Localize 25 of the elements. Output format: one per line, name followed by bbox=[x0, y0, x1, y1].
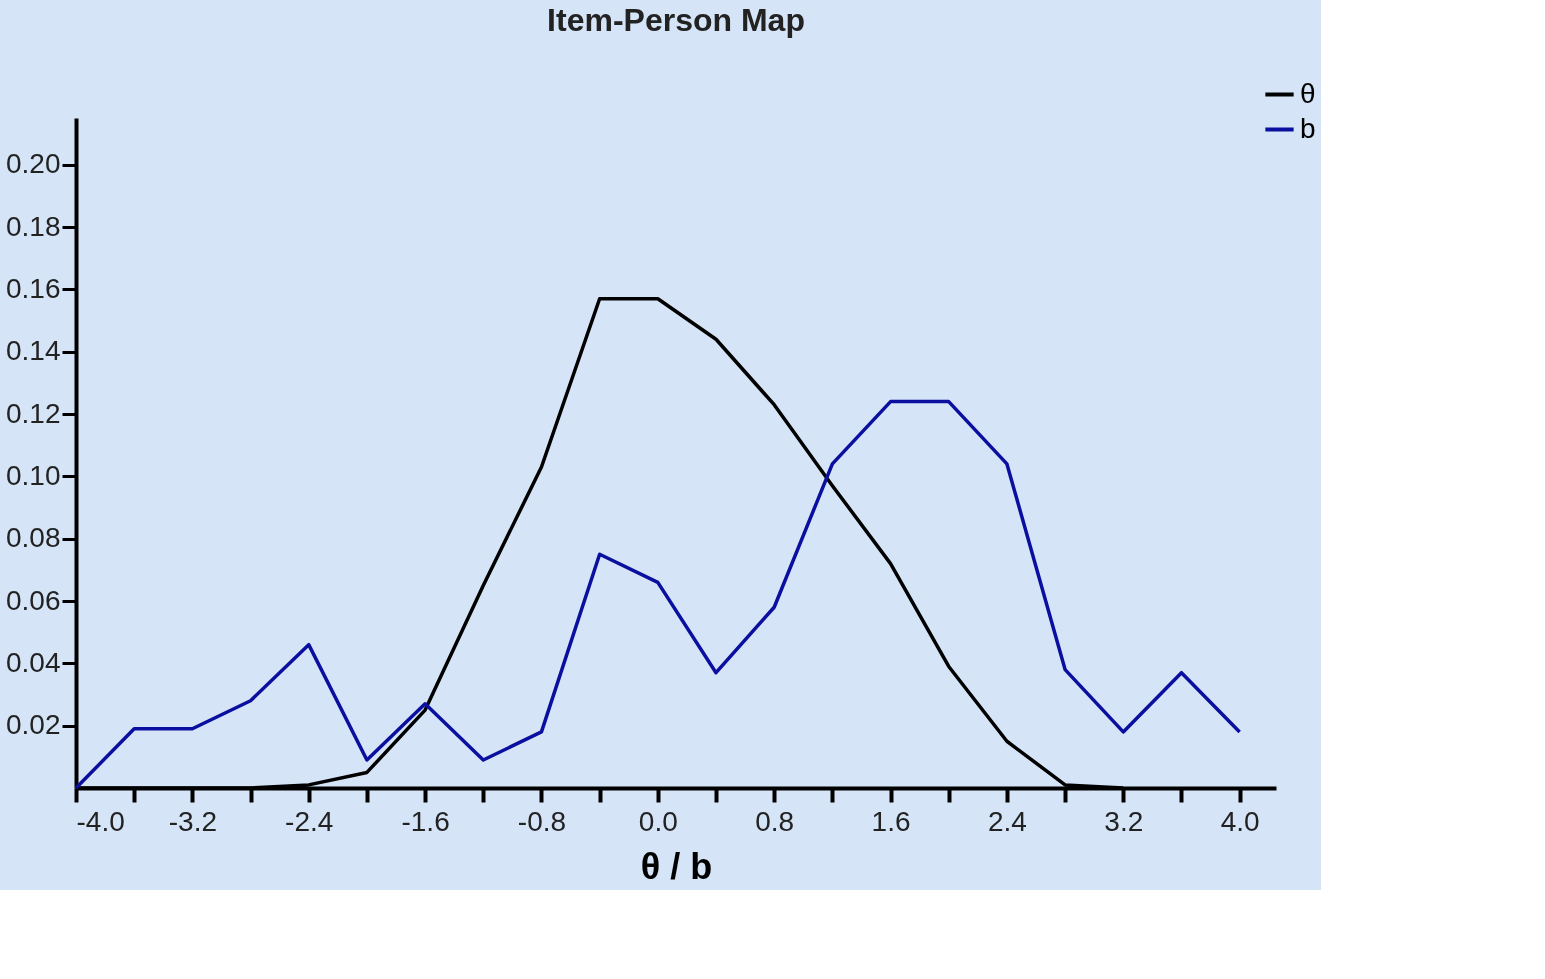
y-tick-label: 0.06 bbox=[6, 584, 61, 616]
x-tick-label: -2.4 bbox=[285, 805, 334, 837]
legend-label: b bbox=[1300, 112, 1316, 144]
x-tick-label: -1.6 bbox=[401, 805, 450, 837]
y-tick-label: 0.08 bbox=[6, 522, 61, 554]
y-tick-label: 0.12 bbox=[6, 397, 61, 429]
y-tick-label: 0.02 bbox=[6, 709, 61, 741]
y-tick-label: 0.10 bbox=[6, 459, 61, 491]
chart-title: Item-Person Map bbox=[547, 2, 805, 38]
legend-label: θ bbox=[1300, 77, 1316, 109]
x-tick-label: -3.2 bbox=[168, 805, 217, 837]
x-tick-label: 1.6 bbox=[871, 805, 911, 837]
x-tick-label: -4.0 bbox=[76, 805, 125, 837]
y-tick-label: 0.20 bbox=[6, 148, 61, 180]
x-tick-label: 3.2 bbox=[1104, 805, 1144, 837]
y-tick-label: 0.04 bbox=[6, 646, 61, 678]
x-tick-label: 4.0 bbox=[1220, 805, 1260, 837]
x-tick-label: 0.0 bbox=[638, 805, 678, 837]
x-axis-title: θ / b bbox=[640, 845, 713, 887]
y-tick-label: 0.18 bbox=[6, 210, 61, 242]
y-tick-label: 0.16 bbox=[6, 272, 61, 304]
x-tick-label: 0.8 bbox=[755, 805, 795, 837]
x-tick-label: -0.8 bbox=[517, 805, 567, 837]
x-tick-label: 2.4 bbox=[987, 805, 1027, 837]
y-tick-label: 0.14 bbox=[6, 335, 61, 367]
